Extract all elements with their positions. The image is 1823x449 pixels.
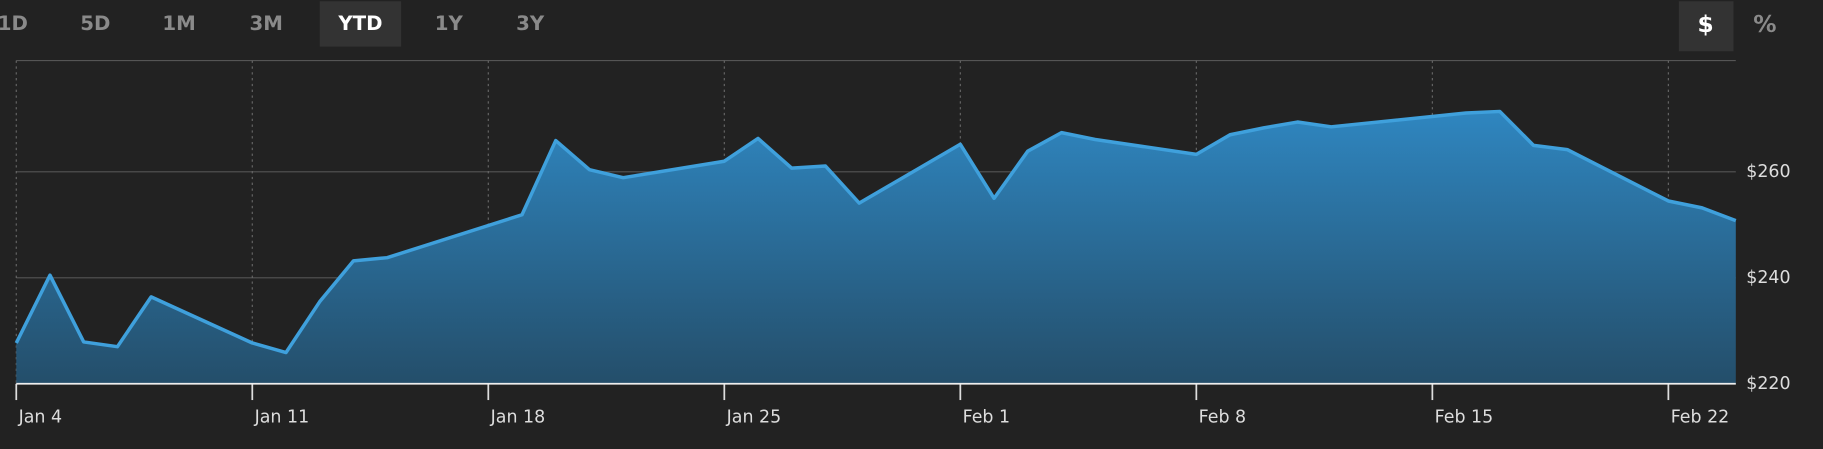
x-tick-label: Feb 22 [1671, 407, 1730, 427]
x-tick-label: Jan 11 [254, 407, 310, 427]
unit-button[interactable]: $ [1697, 11, 1713, 38]
unit-button[interactable]: % [1753, 11, 1776, 38]
x-tick-label: Jan 25 [726, 407, 782, 427]
range-button[interactable]: 3Y [516, 12, 545, 35]
y-tick-label: $240 [1746, 268, 1790, 288]
range-button[interactable]: 1Y [435, 12, 464, 35]
x-tick-label: Feb 15 [1435, 407, 1494, 427]
x-tick-label: Feb 8 [1199, 407, 1246, 427]
range-button[interactable]: 1M [162, 12, 195, 35]
line [14, 109, 1737, 355]
range-button[interactable]: 3M [250, 12, 283, 35]
range-button[interactable]: YTD [337, 12, 382, 35]
area [16, 111, 1736, 384]
range-button[interactable]: 5D [80, 12, 110, 35]
y-tick-label: $260 [1746, 162, 1790, 182]
x-tick-label: Jan 18 [490, 407, 546, 427]
unit-button-bg[interactable] [1678, 1, 1734, 52]
y-tick-label: $220 [1746, 374, 1790, 394]
x-tick-label: Feb 1 [963, 407, 1010, 427]
x-tick-label: Jan 4 [18, 407, 62, 427]
range-button[interactable]: 1D [0, 12, 28, 35]
range-button-bg[interactable] [319, 1, 402, 47]
